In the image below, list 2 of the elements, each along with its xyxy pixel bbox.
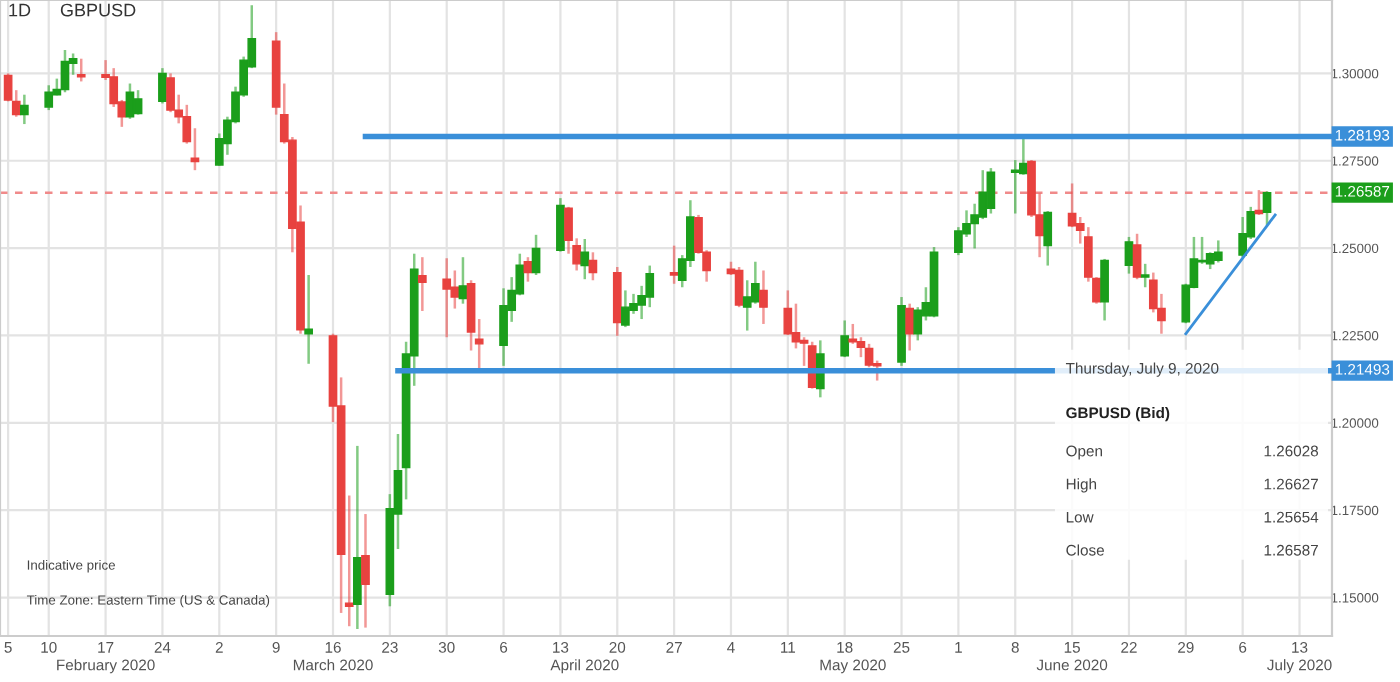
chart-subtitle: GBPUSD <box>60 3 136 17</box>
chart-title: 1D <box>9 3 31 17</box>
